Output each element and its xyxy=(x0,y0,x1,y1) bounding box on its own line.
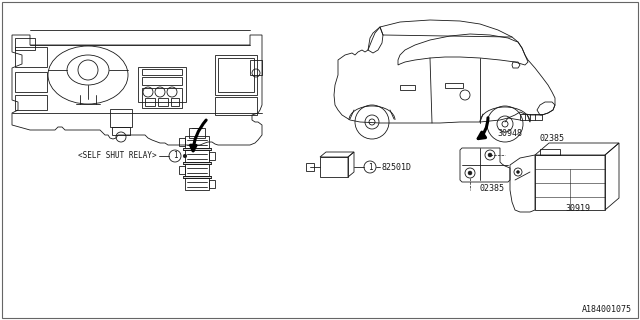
Bar xyxy=(520,114,542,120)
Bar xyxy=(400,85,415,90)
Bar xyxy=(183,162,211,164)
Bar xyxy=(250,60,262,75)
Bar xyxy=(209,180,215,188)
Bar xyxy=(183,176,211,178)
Circle shape xyxy=(488,153,492,157)
Bar xyxy=(179,166,185,174)
Bar xyxy=(110,109,132,127)
Bar xyxy=(185,136,209,148)
Bar xyxy=(445,83,463,88)
Text: 1: 1 xyxy=(173,151,177,161)
Bar xyxy=(158,98,168,106)
Bar xyxy=(540,149,560,155)
Bar xyxy=(15,38,35,50)
Bar xyxy=(535,155,605,210)
Bar xyxy=(209,152,215,160)
Circle shape xyxy=(183,154,187,158)
Text: 82501D: 82501D xyxy=(381,163,411,172)
Bar xyxy=(185,164,209,176)
Bar xyxy=(183,148,211,150)
Bar xyxy=(179,138,185,146)
Text: 30948: 30948 xyxy=(497,129,522,138)
Bar xyxy=(306,163,314,171)
Circle shape xyxy=(516,171,520,173)
Bar xyxy=(145,98,155,106)
Circle shape xyxy=(468,171,472,175)
Bar xyxy=(215,97,257,115)
Bar xyxy=(142,77,182,85)
Bar xyxy=(138,67,186,102)
Bar xyxy=(112,127,130,135)
Text: 1: 1 xyxy=(368,163,372,172)
Bar xyxy=(215,55,257,95)
Bar xyxy=(15,47,47,67)
Bar xyxy=(189,128,205,138)
Bar xyxy=(171,98,179,106)
Text: 02385: 02385 xyxy=(540,134,565,143)
Text: 02385: 02385 xyxy=(480,184,505,193)
Bar xyxy=(15,72,47,92)
Bar xyxy=(15,95,47,110)
Text: 30919: 30919 xyxy=(565,204,590,213)
Bar xyxy=(185,150,209,162)
Bar xyxy=(218,58,254,92)
Bar xyxy=(185,178,209,190)
Bar xyxy=(320,157,348,177)
Bar xyxy=(142,69,182,75)
Text: A184001075: A184001075 xyxy=(582,305,632,314)
Bar xyxy=(142,88,182,108)
Text: <SELF SHUT RELAY>: <SELF SHUT RELAY> xyxy=(78,151,157,161)
